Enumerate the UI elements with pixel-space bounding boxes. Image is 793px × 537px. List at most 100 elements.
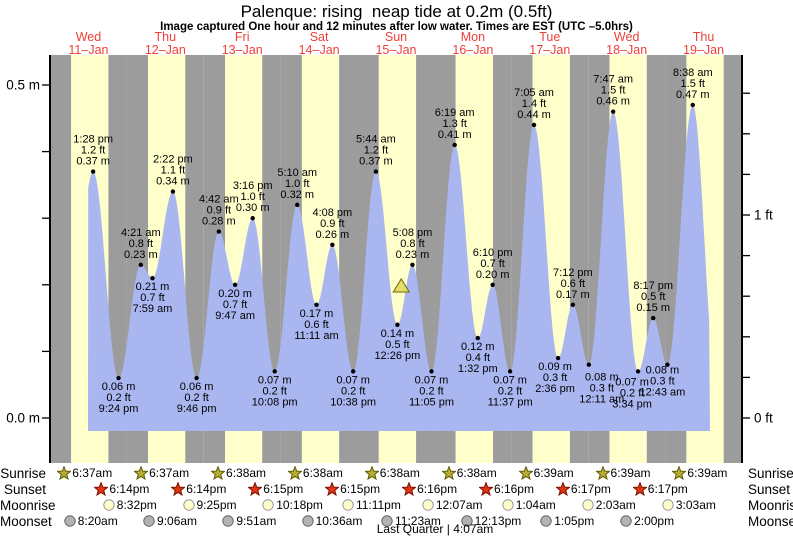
day-name-label: Sun (385, 30, 407, 44)
tide-extreme-label: 0.30 m (236, 202, 270, 214)
sunset-star-icon (248, 482, 263, 496)
moonset-time: 12:13pm (474, 514, 522, 528)
sunset-time: 6:15pm (263, 482, 304, 496)
page-title: Palenque: rising neap tide at 0.2m (0.5f… (240, 2, 553, 21)
tide-extreme-label: 0.26 m (316, 229, 350, 241)
tide-extreme-dot (555, 355, 561, 361)
moonset-event: 12:13pm (460, 514, 522, 528)
sunrise-event: 6:37am (134, 466, 189, 480)
sunset-event: 6:15pm (248, 482, 303, 496)
tide-extreme-dot (410, 262, 415, 268)
moonrise-circle-icon (502, 499, 514, 511)
moonset-circle-shape (301, 515, 314, 527)
tide-extreme-label: 0.9 ft (320, 218, 344, 230)
tide-extreme-label: 0.08 m (585, 372, 619, 384)
sunset-star-shape (478, 482, 493, 496)
tide-extreme-label: 12:11 am (579, 394, 624, 406)
moonset-circle-shape (381, 515, 393, 527)
moonset-circle-shape (540, 515, 552, 527)
tide-extreme-label: 1.1 ft (161, 165, 185, 177)
astro-row-label-right-moonset: Moonset (748, 514, 793, 529)
sunset-star-icon (94, 482, 109, 496)
sunrise-time: 6:37am (72, 466, 113, 480)
tide-extreme-label: 0.07 m (493, 374, 527, 386)
sunset-event: 6:17pm (632, 482, 688, 496)
tide-extreme-label: 0.08 m (646, 365, 680, 377)
tide-extreme-label: 7:47 am (593, 74, 633, 86)
axis-label-05m: 0.5 m (6, 78, 40, 93)
tide-extreme-label: 0.07 m (415, 374, 449, 386)
tide-extreme-label: 1:28 pm (73, 134, 113, 146)
sunset-event: 6:16pm (478, 482, 534, 496)
tide-extreme-dot (507, 369, 513, 374)
tide-extreme-dot (490, 282, 495, 287)
tide-extreme-label: 12:43 am (639, 387, 685, 399)
tide-extreme-label: 0.2 ft (498, 385, 522, 397)
moonset-circle-icon (301, 515, 314, 527)
tide-extreme-dot (295, 202, 300, 208)
moonset-circle-shape (143, 515, 155, 527)
tide-extreme-label: 0.41 m (438, 129, 472, 141)
tide-extreme-label: 0.5 ft (385, 339, 409, 351)
moonset-event: 8:20am (63, 514, 118, 528)
sunrise-event: 6:39am (518, 466, 574, 480)
sunrise-star-shape (672, 466, 687, 480)
tide-extreme-dot (531, 122, 537, 128)
tide-extreme-label: 1.0 ft (285, 178, 309, 190)
tide-extreme-dot (452, 142, 457, 148)
tide-extreme-label: 4:21 am (121, 227, 161, 239)
tide-extreme-label: 1.4 ft (522, 98, 546, 110)
moonset-circle-icon (620, 515, 632, 527)
moonset-event: 10:36am (301, 514, 362, 528)
sunrise-star-shape (57, 466, 72, 480)
tide-extreme-dot (150, 275, 155, 281)
tide-extreme-label: 0.2 ft (341, 385, 365, 397)
sunrise-star-shape (134, 466, 149, 480)
moonset-circle-shape (460, 515, 473, 527)
moonrise-time: 9:25pm (196, 498, 237, 512)
tide-extreme-dot (272, 369, 277, 374)
tide-extreme-label: 0.7 ft (140, 292, 164, 304)
tide-extreme-label: 8:38 am (673, 67, 713, 79)
tide-extreme-label: 1:32 pm (458, 363, 498, 375)
day-date-label: 12–Jan (145, 43, 186, 57)
tide-extreme-label: 0.2 ft (106, 392, 130, 404)
tide-extreme-label: 9:46 pm (177, 403, 217, 415)
tide-extreme-label: 0.3 ft (650, 376, 674, 388)
tide-extreme-label: 0.44 m (517, 109, 551, 121)
moonrise-time: 12:07am (435, 498, 483, 512)
tide-extreme-label: 1.3 ft (442, 118, 466, 130)
tide-extreme-label: 10:08 pm (252, 396, 298, 408)
tide-extreme-dot (90, 169, 96, 174)
sunrise-time: 6:39am (533, 466, 574, 480)
tide-extreme-label: 0.21 m (136, 281, 170, 293)
tide-extreme-dot (116, 375, 121, 381)
moon-phase-footer: Last Quarter | 4:07am (376, 522, 494, 536)
sunset-time: 6:15pm (340, 482, 381, 496)
moonset-time: 11:23am (395, 514, 441, 528)
sunset-star-icon (171, 482, 186, 496)
tide-extreme-label: 6:10 pm (473, 247, 513, 259)
tide-extreme-label: 0.9 ft (207, 205, 231, 217)
tide-extreme-dot (170, 189, 176, 194)
sunset-event: 6:14pm (94, 482, 149, 496)
axis-label-00m: 0.0 m (6, 411, 40, 426)
sunrise-event: 6:38am (364, 466, 420, 480)
tide-extreme-label: 4:42 am (199, 194, 239, 206)
moonrise-event: 2:03am (581, 498, 636, 512)
night-band (723, 55, 742, 463)
moonrise-circle-icon (103, 499, 115, 511)
tide-extreme-label: 0.37 m (359, 156, 393, 168)
sunset-star-shape (94, 482, 109, 496)
moonset-time: 9:06am (157, 514, 198, 528)
tide-extreme-label: 0.2 ft (620, 387, 644, 399)
tide-extreme-label: 0.5 ft (641, 291, 665, 303)
tide-extreme-dot (610, 109, 616, 114)
moonrise-time: 3:03am (675, 498, 716, 512)
moonrise-circle-icon (422, 499, 434, 511)
sunset-star-shape (632, 482, 647, 496)
astro-row-label-right-moonrise: Moonrise (748, 498, 793, 513)
tide-extreme-dot (665, 362, 670, 367)
day-name-label: Thu (693, 30, 715, 44)
sunset-star-icon (325, 482, 340, 496)
